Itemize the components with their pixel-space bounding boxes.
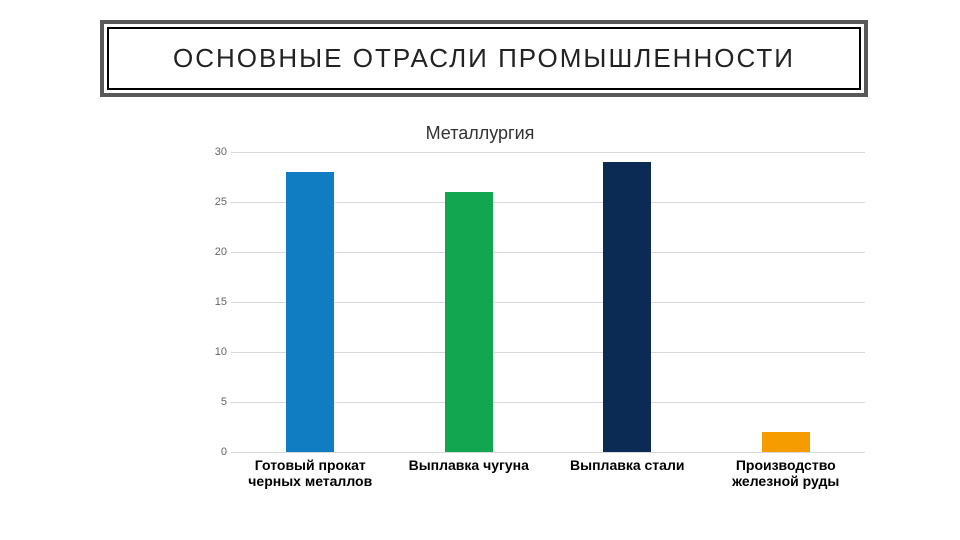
chart-gridline xyxy=(231,452,865,453)
chart-ytick-label: 0 xyxy=(205,446,227,458)
slide-title-frame: ОСНОВНЫЕ ОТРАСЛИ ПРОМЫШЛЕННОСТИ xyxy=(100,20,868,97)
chart-xlabel: Выплавка чугуна xyxy=(390,457,549,473)
chart-bar xyxy=(762,432,810,452)
slide-title: ОСНОВНЫЕ ОТРАСЛИ ПРОМЫШЛЕННОСТИ xyxy=(173,43,795,73)
chart-ytick-label: 5 xyxy=(205,396,227,408)
chart-bar xyxy=(445,192,493,452)
chart-bar xyxy=(286,172,334,452)
chart-ytick-label: 25 xyxy=(205,196,227,208)
slide-title-inner: ОСНОВНЫЕ ОТРАСЛИ ПРОМЫШЛЕННОСТИ xyxy=(107,27,861,90)
chart-area: 051015202530 xyxy=(205,152,865,452)
chart-bar xyxy=(603,162,651,452)
chart-title: Металлургия xyxy=(0,123,960,144)
chart-xlabels: Готовый прокат черных металловВыплавка ч… xyxy=(231,457,865,527)
chart-ytick-label: 30 xyxy=(205,146,227,158)
chart-ytick-label: 10 xyxy=(205,346,227,358)
chart-ytick-label: 20 xyxy=(205,246,227,258)
chart-gridline xyxy=(231,152,865,153)
chart-xlabel: Производство железной руды xyxy=(707,457,866,489)
chart-ytick-label: 15 xyxy=(205,296,227,308)
chart-xlabel: Выплавка стали xyxy=(548,457,707,473)
chart-plot: 051015202530 xyxy=(231,152,865,452)
chart-xlabel: Готовый прокат черных металлов xyxy=(231,457,390,489)
